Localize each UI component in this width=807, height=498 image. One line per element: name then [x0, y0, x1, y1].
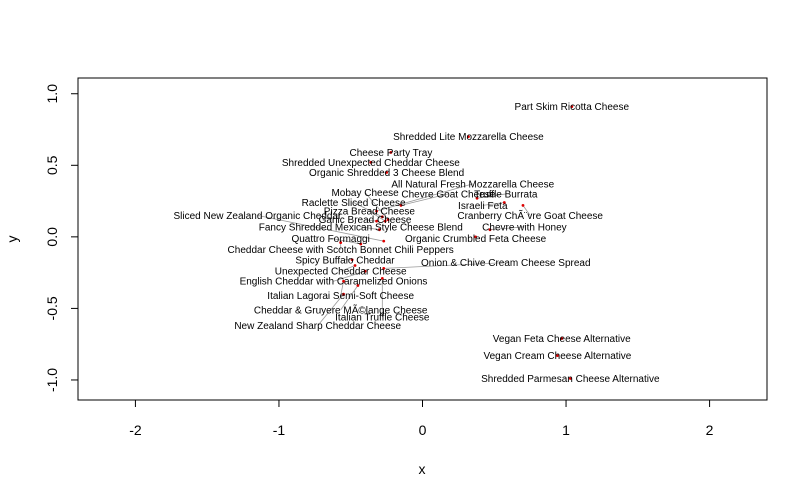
- x-tick-label: 0: [419, 422, 427, 438]
- data-point: [380, 276, 384, 280]
- data-point: [389, 151, 393, 154]
- data-point: [382, 239, 386, 243]
- leader-line: [522, 205, 531, 216]
- data-points: [339, 105, 574, 380]
- data-point: [359, 242, 363, 246]
- data-point: [474, 235, 478, 239]
- leader-line: [365, 219, 377, 222]
- data-point: [375, 219, 378, 223]
- point-label: Mobay Cheese: [331, 188, 399, 199]
- x-tick-label: -2: [129, 422, 142, 438]
- point-label: Organic Crumbled Feta Cheese: [405, 234, 547, 245]
- point-label: Vegan Cream Cheese Alternative: [483, 351, 631, 362]
- data-point: [386, 218, 390, 222]
- leader-line: [340, 281, 344, 296]
- data-point: [339, 241, 343, 244]
- point-label: Unexpected Cheddar Cheese: [275, 267, 407, 278]
- data-point: [467, 135, 470, 139]
- point-label: Shredded Unexpected Cheddar Cheese: [282, 158, 460, 169]
- x-axis-title: x: [419, 461, 426, 477]
- point-label: All Natural Fresh Mozzarella Cheese: [391, 179, 554, 190]
- x-tick-label: 2: [706, 422, 714, 438]
- leader-lines: [257, 183, 531, 326]
- data-point: [382, 266, 386, 270]
- y-tick-label: 0.0: [44, 227, 60, 247]
- x-axis: -2 -1 0 1 2: [129, 399, 714, 438]
- leader-line: [340, 265, 356, 272]
- data-point: [570, 105, 574, 109]
- y-axis: -1.0 -0.5 0.0 0.5 1.0: [44, 84, 79, 392]
- leader-line: [317, 293, 344, 326]
- data-point: [356, 284, 360, 287]
- leader-line: [353, 202, 383, 218]
- point-label: Shredded Lite Mozzarella Cheese: [393, 132, 544, 143]
- point-label: Pizza Bread Cheese: [324, 207, 416, 218]
- point-label: Fancy Shredded Mexican Style Cheese Blen…: [259, 222, 463, 233]
- leader-line: [333, 270, 366, 282]
- data-point: [521, 203, 525, 207]
- point-label: Part Skim Ricotta Cheese: [515, 102, 630, 113]
- point-label: Chevre with Honey: [482, 222, 566, 233]
- point-label: Quattro Formaggi: [291, 234, 369, 245]
- point-label: Chevre Goat Cheese: [401, 189, 495, 200]
- data-point: [363, 269, 367, 273]
- leader-line: [376, 183, 473, 212]
- data-point: [475, 196, 479, 200]
- point-label: Shredded Parmesan Cheese Alternative: [481, 374, 660, 385]
- data-point: [378, 228, 381, 232]
- y-tick-label: -0.5: [44, 296, 60, 320]
- point-label: Sliced New Zealand Organic Cheddar: [173, 211, 342, 222]
- point-label: Israeli Feta: [458, 201, 508, 212]
- leader-line: [482, 202, 505, 206]
- point-label: Organic Shredded 3 Cheese Blend: [309, 168, 464, 179]
- data-point: [342, 279, 345, 283]
- point-label: Cheese Party Tray: [350, 148, 433, 159]
- point-label: Vegan Feta Cheese Alternative: [493, 334, 631, 345]
- data-point: [488, 228, 492, 232]
- leader-line: [369, 210, 386, 222]
- leader-line: [330, 237, 361, 245]
- leader-line: [340, 285, 359, 311]
- data-point: [399, 203, 403, 207]
- data-point: [502, 201, 506, 204]
- data-point: [369, 161, 373, 164]
- data-point: [383, 219, 387, 223]
- point-label: Spicy Buffalo Cheddar: [295, 255, 395, 266]
- data-point: [342, 292, 345, 296]
- data-point: [375, 209, 378, 213]
- x-tick-label: -1: [273, 422, 286, 438]
- leader-line: [400, 193, 449, 206]
- data-point: [568, 377, 572, 380]
- leader-line: [364, 192, 389, 220]
- x-tick-label: 1: [562, 422, 570, 438]
- point-label: English Cheddar with Caramelized Onions: [240, 277, 428, 288]
- leader-line: [476, 193, 506, 199]
- data-point: [560, 337, 564, 340]
- point-label: Cheddar & Gruyere MÃ©lange Cheese: [254, 303, 428, 316]
- data-point: [556, 354, 559, 358]
- y-tick-label: 1.0: [44, 84, 60, 104]
- point-label: Garlic Bread Cheese: [319, 215, 412, 226]
- data-point: [350, 258, 354, 262]
- leader-line: [257, 214, 384, 242]
- point-label: New Zealand Sharp Cheddar Cheese: [234, 321, 401, 332]
- point-labels: Part Skim Ricotta Cheese Shredded Lite Mo…: [173, 102, 660, 385]
- point-label: Cranberry ChÃ¨vre Goat Cheese: [457, 209, 603, 222]
- leader-line: [489, 226, 525, 231]
- leader-line: [383, 262, 506, 269]
- y-tick-label: -1.0: [44, 368, 60, 392]
- point-label: Cheddar Cheese with Scotch Bonnet Chili …: [228, 245, 454, 256]
- point-label: Italian Truffle Cheese: [335, 312, 430, 323]
- y-axis-title: y: [4, 236, 20, 243]
- point-label: Raclette Sliced Cheese: [302, 198, 406, 209]
- leader-line: [360, 226, 380, 231]
- data-point: [353, 264, 357, 267]
- y-tick-label: 0.5: [44, 155, 60, 175]
- data-point: [380, 215, 384, 219]
- point-label: Truffle Burrata: [474, 189, 538, 200]
- point-label: Onion & Chive Cream Cheese Spread: [421, 258, 591, 269]
- point-label: Italian Lagorai Semi-Soft Cheese: [267, 291, 414, 302]
- data-point: [385, 171, 389, 174]
